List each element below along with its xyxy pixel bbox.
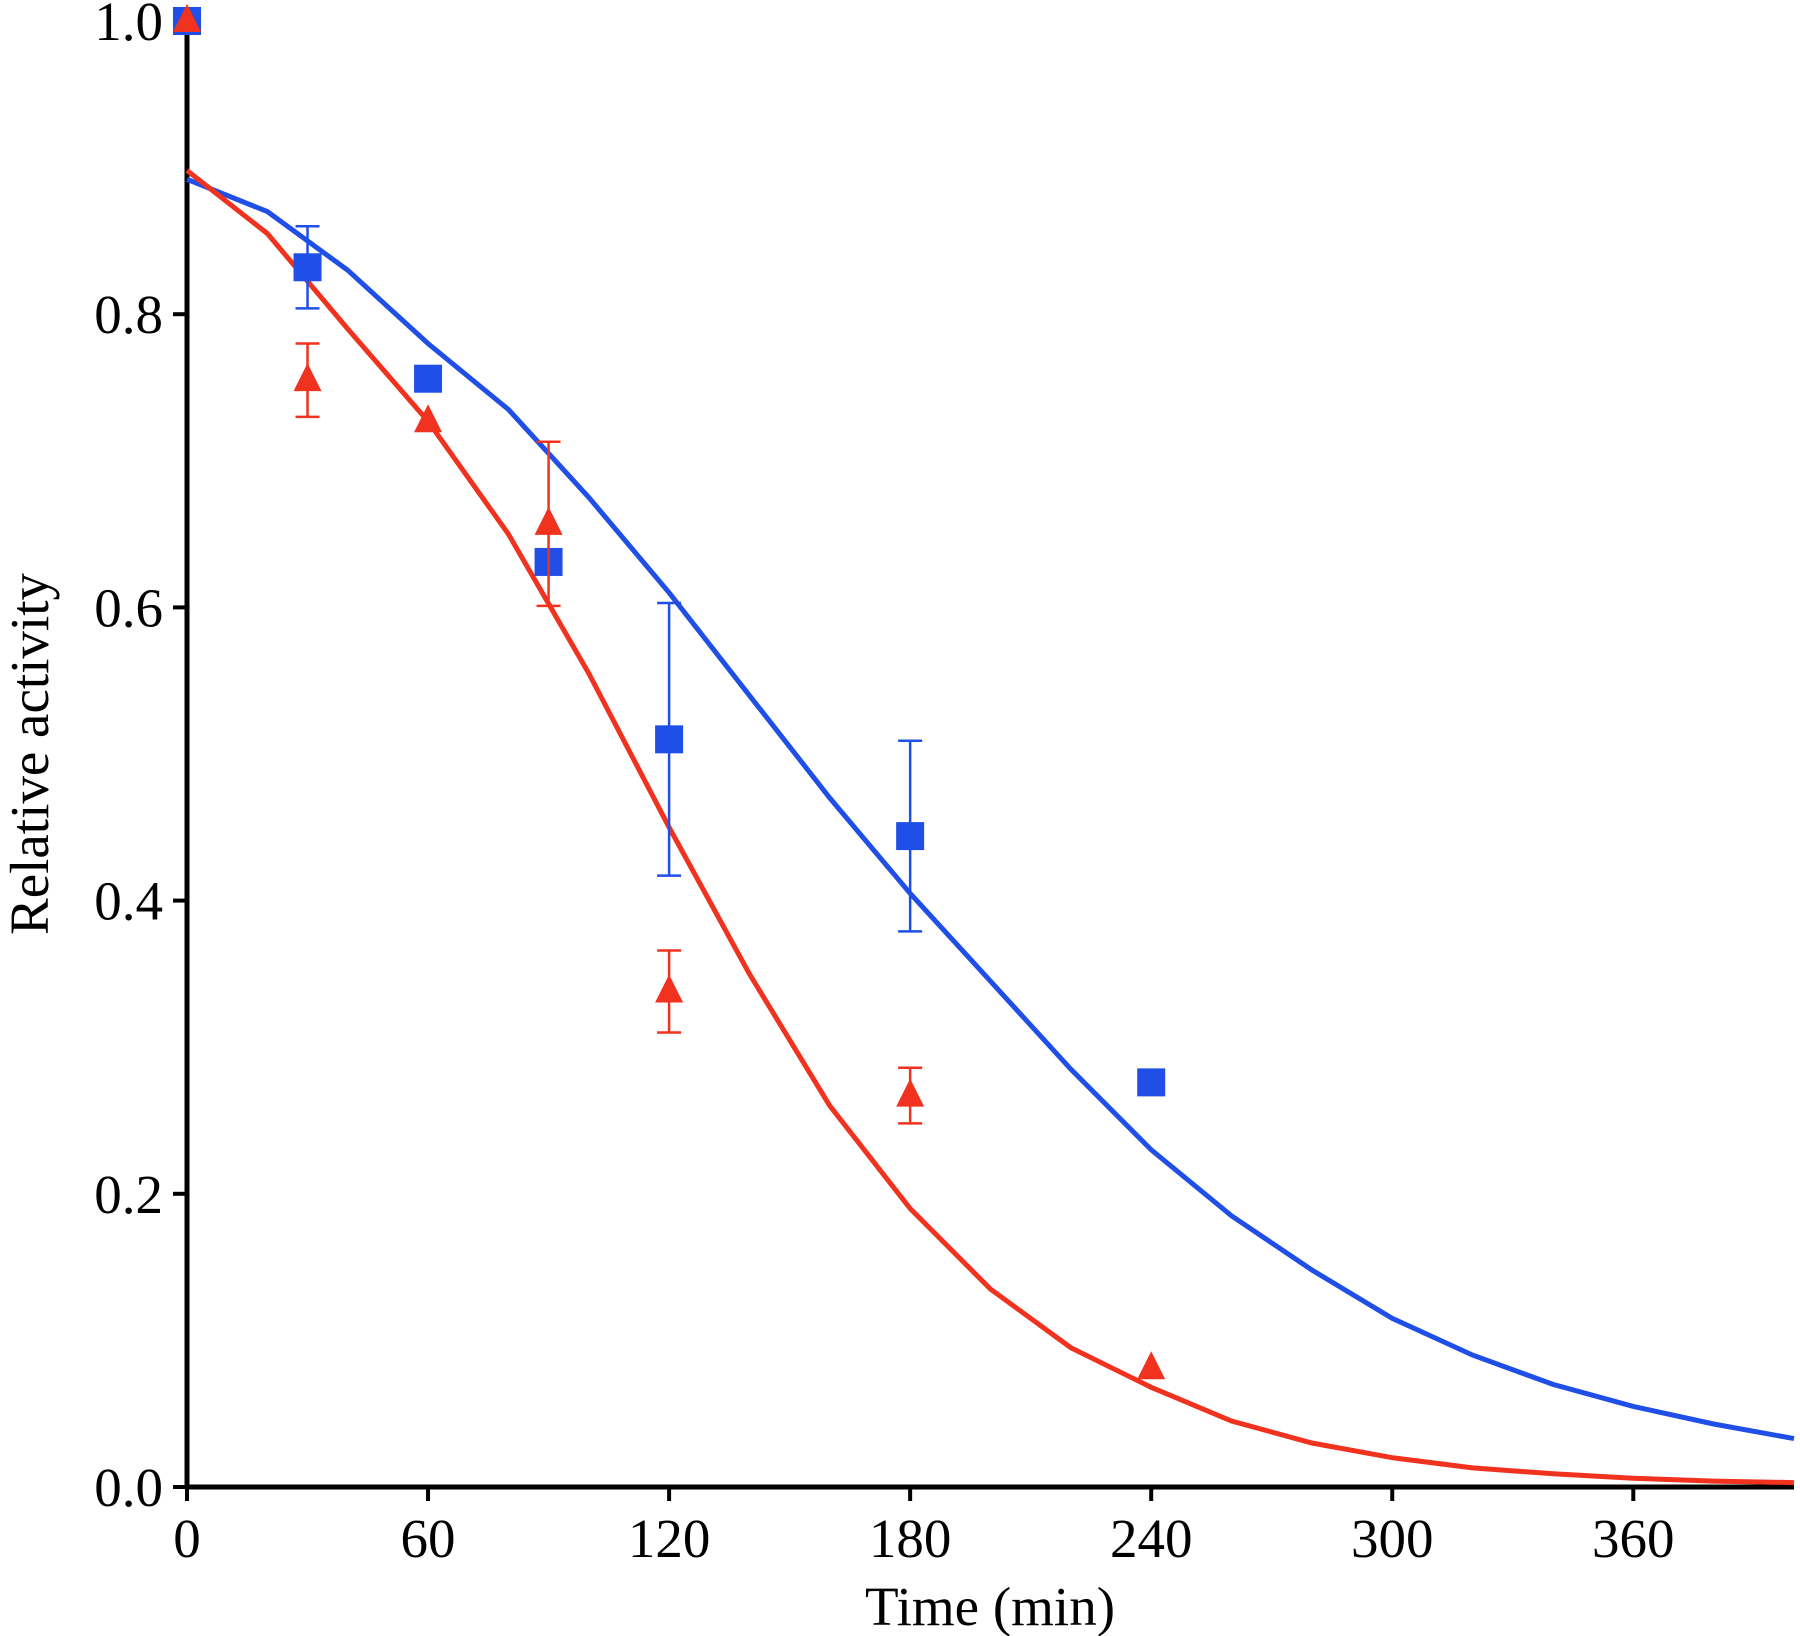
x-tick-label: 0: [173, 1508, 201, 1569]
x-tick-label: 180: [869, 1508, 952, 1569]
data-point: [414, 364, 443, 393]
x-tick-label: 60: [401, 1508, 456, 1569]
data-point: [293, 253, 322, 282]
data-point: [896, 822, 925, 851]
x-tick-label: 240: [1110, 1508, 1193, 1569]
y-tick-label: 0.8: [94, 284, 163, 345]
y-axis-label: Relative activity: [0, 573, 60, 935]
y-tick-label: 1.0: [94, 0, 163, 52]
data-point: [293, 363, 322, 392]
data-point: [1137, 1351, 1166, 1380]
y-tick-label: 0.2: [94, 1164, 163, 1225]
y-tick-label: 0.0: [94, 1457, 163, 1518]
fit-line: [186, 176, 1795, 1442]
data-point: [655, 725, 684, 754]
data-point: [655, 974, 684, 1003]
data-point: [896, 1078, 925, 1107]
y-tick-label: 0.6: [94, 577, 163, 638]
data-point: [414, 404, 443, 433]
x-tick-label: 360: [1592, 1508, 1675, 1569]
data-point: [534, 506, 563, 535]
data-point: [173, 4, 201, 32]
x-tick-label: 120: [628, 1508, 711, 1569]
data-point: [1137, 1068, 1166, 1097]
fit-line: [185, 168, 1795, 1486]
y-tick-label: 0.4: [94, 871, 163, 932]
x-axis-label: Time (min): [865, 1576, 1115, 1636]
x-tick-label: 300: [1351, 1508, 1434, 1569]
